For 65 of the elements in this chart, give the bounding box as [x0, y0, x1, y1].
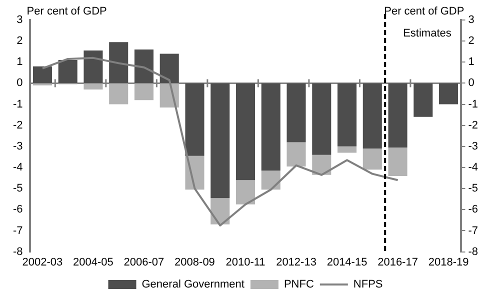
bar [236, 83, 256, 180]
bar [236, 180, 256, 204]
x-tick-label: 2006-07 [124, 256, 164, 268]
bar [286, 83, 306, 142]
bar [185, 83, 204, 156]
bar [32, 66, 52, 84]
bar [362, 83, 382, 149]
bar [58, 60, 78, 84]
bar [261, 83, 280, 171]
bar [388, 83, 408, 148]
y-tick-label: -5 [13, 182, 23, 195]
y2-tick-label: -1 [468, 98, 478, 110]
y2-tick-label: -7 [468, 224, 478, 237]
bar [312, 83, 332, 155]
y-tick-label: -2 [13, 119, 23, 132]
legend-label: General Government [142, 278, 244, 291]
bar [362, 148, 382, 170]
y-tick-label: -6 [13, 204, 23, 216]
y2-tick-label: -2 [468, 119, 478, 132]
bar [109, 83, 128, 104]
x-tick-label: 2004-05 [73, 256, 114, 268]
y-tick-label: 0 [16, 77, 23, 90]
y2-axis-title: Per cent of GDP [384, 6, 464, 18]
legend-label: PNFC [284, 278, 314, 291]
bar [338, 83, 357, 146]
y-tick-label: 3 [16, 14, 23, 26]
y-tick-label: 2 [16, 35, 23, 48]
x-tick-label: 2014-15 [326, 256, 368, 268]
x-tick-label: 2016-17 [378, 256, 418, 268]
bar [439, 83, 458, 104]
y2-tick-label: -8 [468, 246, 478, 258]
x-tick-label: 2010-11 [226, 256, 266, 268]
y-tick-label: -1 [13, 98, 23, 110]
bar [388, 147, 408, 176]
y2-tick-label: 3 [468, 14, 474, 26]
y-tick-label: -4 [13, 162, 23, 174]
y-tick-label: 1 [16, 56, 23, 68]
y2-tick-label: -3 [468, 140, 478, 152]
y-tick-label: -8 [13, 246, 23, 258]
y2-tick-label: -5 [468, 182, 478, 195]
ref-line-label: Estimates [403, 28, 452, 40]
bar [84, 83, 103, 90]
bar [160, 54, 179, 84]
x-tick-label: 2002-03 [22, 256, 63, 268]
y-tick-label: -3 [13, 140, 23, 152]
y2-tick-label: 2 [468, 35, 474, 48]
bar [134, 50, 154, 84]
legend-label: NFPS [353, 278, 383, 291]
bar [286, 142, 306, 166]
x-tick-label: 2018-19 [428, 256, 469, 268]
x-tick-label: 2008-09 [174, 256, 215, 268]
y-axis-title: Per cent of GDP [26, 6, 107, 18]
bar [134, 83, 154, 100]
x-tick-label: 2012-13 [276, 256, 316, 268]
y2-tick-label: 0 [468, 77, 474, 90]
bar [210, 83, 230, 198]
bar [338, 146, 357, 153]
y-tick-label: -7 [13, 224, 23, 237]
y2-tick-label: -6 [468, 204, 478, 216]
bar [109, 42, 128, 84]
bar [414, 83, 433, 117]
bar [261, 170, 280, 190]
y2-tick-label: 1 [468, 56, 474, 68]
bar [84, 50, 103, 84]
y2-tick-label: -4 [468, 162, 478, 174]
